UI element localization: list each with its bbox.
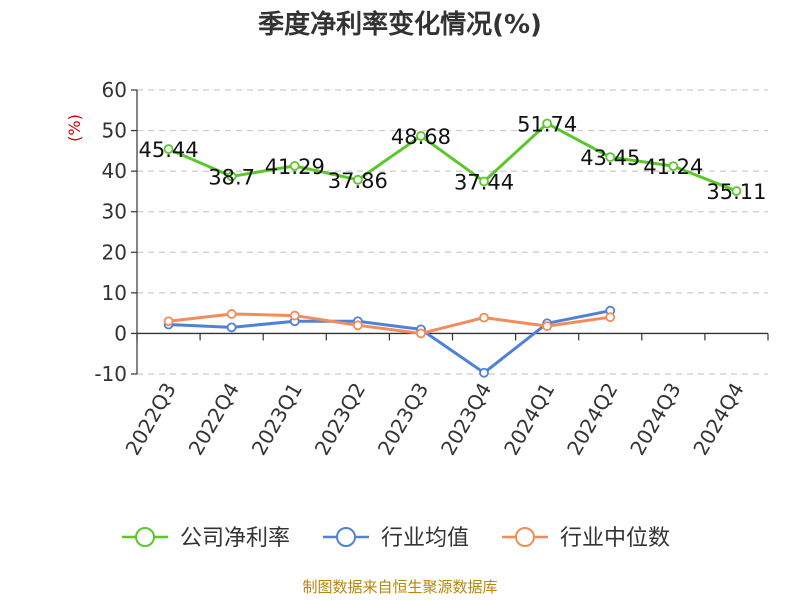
x-tick-label: 2023Q4 bbox=[436, 379, 496, 460]
data-point bbox=[352, 174, 363, 185]
x-tick-label: 2024Q3 bbox=[625, 379, 685, 460]
data-point bbox=[352, 320, 363, 331]
data-label: 37.86 bbox=[328, 169, 388, 193]
y-tick-label: 60 bbox=[102, 78, 127, 102]
data-point bbox=[416, 328, 426, 339]
chart-title: 季度净利率变化情况(%) bbox=[258, 9, 542, 40]
y-tick-label: 50 bbox=[102, 119, 127, 143]
data-point bbox=[479, 176, 489, 187]
data-point bbox=[479, 367, 489, 378]
legend: 公司净利率 行业均值 行业中位数 bbox=[122, 526, 670, 551]
data-point bbox=[163, 316, 174, 327]
x-tick-label: 2022Q4 bbox=[184, 379, 244, 460]
data-point bbox=[668, 161, 679, 172]
series-line bbox=[168, 312, 611, 335]
x-tick-label: 2024Q1 bbox=[499, 379, 559, 460]
y-tick-label: 0 bbox=[114, 321, 127, 345]
series-line bbox=[168, 309, 611, 375]
data-point bbox=[731, 186, 742, 196]
x-tick-label: 2023Q2 bbox=[310, 379, 370, 460]
y-tick-label: -10 bbox=[94, 362, 127, 386]
data-point bbox=[289, 310, 300, 321]
data-point bbox=[226, 171, 237, 182]
x-tick-label: 2023Q3 bbox=[373, 379, 433, 460]
data-label: 38.7 bbox=[208, 165, 255, 189]
data-point bbox=[605, 312, 616, 323]
x-tick-label: 2024Q4 bbox=[688, 379, 748, 460]
legend-swatch-marker bbox=[336, 527, 356, 547]
data-point bbox=[289, 161, 300, 171]
data-point bbox=[226, 309, 237, 319]
data-label: 45.44 bbox=[138, 138, 198, 162]
y-tick-label: 40 bbox=[102, 159, 127, 183]
source-note: 制图数据来自恒生聚源数据库 bbox=[302, 578, 497, 596]
data-label: 41.24 bbox=[643, 155, 703, 179]
y-tick-label: 10 bbox=[102, 281, 127, 305]
y-tick-labels: -10 0 10 20 30 40 50 60 bbox=[94, 78, 127, 386]
data-point bbox=[416, 131, 426, 141]
gridlines bbox=[131, 89, 768, 375]
x-tick-label: 2022Q3 bbox=[120, 379, 180, 460]
legend-label: 公司净利率 bbox=[180, 526, 290, 551]
data-point bbox=[479, 312, 489, 323]
x-axis bbox=[136, 332, 769, 341]
x-tick-label: 2023Q1 bbox=[247, 379, 307, 460]
data-label: 37.44 bbox=[454, 171, 514, 195]
data-point bbox=[163, 144, 174, 154]
data-point bbox=[542, 321, 553, 332]
series-line bbox=[167, 122, 738, 193]
data-point bbox=[542, 118, 553, 129]
legend-label: 行业中位数 bbox=[560, 526, 670, 551]
y-tick-label: 30 bbox=[102, 200, 127, 224]
data-label: 41.29 bbox=[265, 155, 325, 179]
series-layer bbox=[163, 118, 742, 378]
data-label: 35.11 bbox=[706, 180, 766, 204]
data-label: 48.68 bbox=[391, 125, 451, 149]
y-tick-label: 20 bbox=[102, 240, 127, 264]
legend-label: 行业均值 bbox=[381, 526, 469, 551]
data-label: 43.45 bbox=[580, 146, 640, 170]
data-point bbox=[226, 322, 237, 333]
y-axis-label: (%) bbox=[65, 114, 84, 142]
legend-swatch-marker bbox=[135, 527, 155, 547]
data-label: 51.74 bbox=[517, 113, 577, 137]
x-tick-label: 2024Q2 bbox=[562, 379, 622, 460]
x-tick-labels: 2022Q3 2022Q4 2023Q1 2023Q2 2023Q3 2023Q4 2024… bbox=[120, 379, 748, 460]
data-point bbox=[605, 152, 616, 163]
legend-swatch-marker bbox=[515, 527, 535, 547]
